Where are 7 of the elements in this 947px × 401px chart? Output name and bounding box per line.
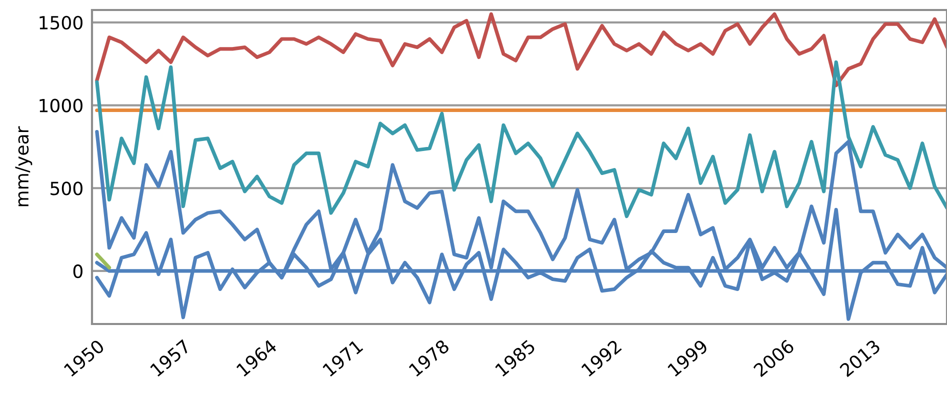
y-tick-label: 500	[50, 182, 82, 196]
y-tick-label: 0	[73, 264, 82, 278]
y-tick-label: 1000	[40, 98, 82, 112]
y-tick-label: 1500	[40, 16, 82, 30]
line-series	[95, 60, 947, 218]
y-axis-title: mm/year	[15, 126, 32, 206]
line-series	[95, 12, 947, 88]
